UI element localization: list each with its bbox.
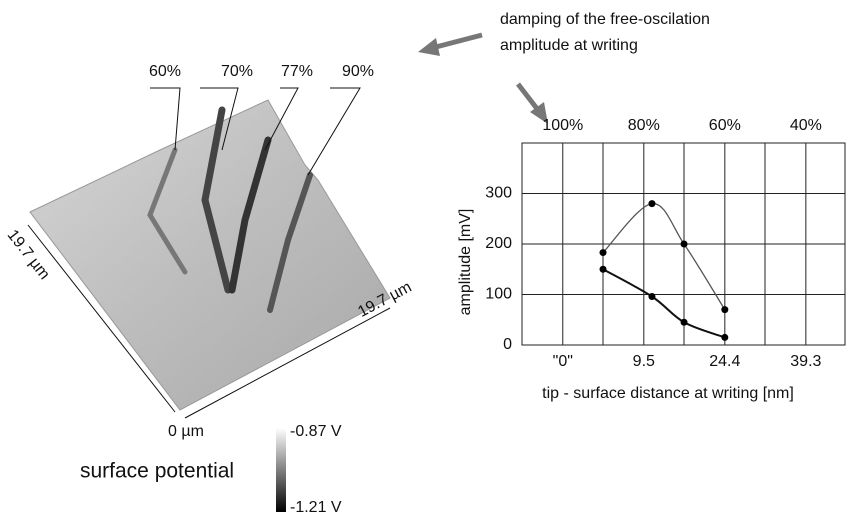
y-tick-label: 300 [485,185,512,202]
colorbar [276,428,286,512]
x-tick-label: 39.3 [790,353,821,370]
x2-tick-label: 60% [709,117,741,134]
size-label: 19.7 µm [4,227,53,283]
data-point [721,306,728,313]
colorbar-max: -0.87 V [290,423,342,440]
x-tick-label: 9.5 [633,353,655,370]
surface [30,100,390,410]
y-tick-label: 0 [503,336,512,353]
data-point [648,293,655,300]
data-point [648,200,655,207]
groove-label: 77% [281,63,313,80]
annotation: damping of the free-oscilation [500,11,710,28]
colorbar-min: -1.21 V [290,499,342,515]
x2-tick-label: 80% [628,117,660,134]
groove-label: 60% [149,63,181,80]
figure: 60% 70% 77% 90% 19.7 µm 19.7 µm 0 µm sur… [0,0,849,515]
origin-label: 0 µm [168,423,204,440]
data-point [721,334,728,341]
x-tick-label: "0" [553,353,573,370]
y-tick-label: 100 [485,286,512,303]
series-line [603,204,725,310]
y-axis-label: amplitude [mV] [457,209,474,316]
x-axis-label: tip - surface distance at writing [nm] [542,385,794,402]
x-tick-label: 24.4 [709,353,740,370]
data-point [600,266,607,273]
data-point [681,319,688,326]
data-point [681,241,688,248]
groove-label: 70% [221,63,253,80]
y-tick-label: 200 [485,235,512,252]
x2-tick-label: 40% [790,117,822,134]
groove-label: 90% [342,63,374,80]
x2-tick-label: 100% [542,117,583,134]
colorbar-title: surface potential [80,460,234,483]
annotation: amplitude at writing [500,37,638,54]
data-point [600,249,607,256]
